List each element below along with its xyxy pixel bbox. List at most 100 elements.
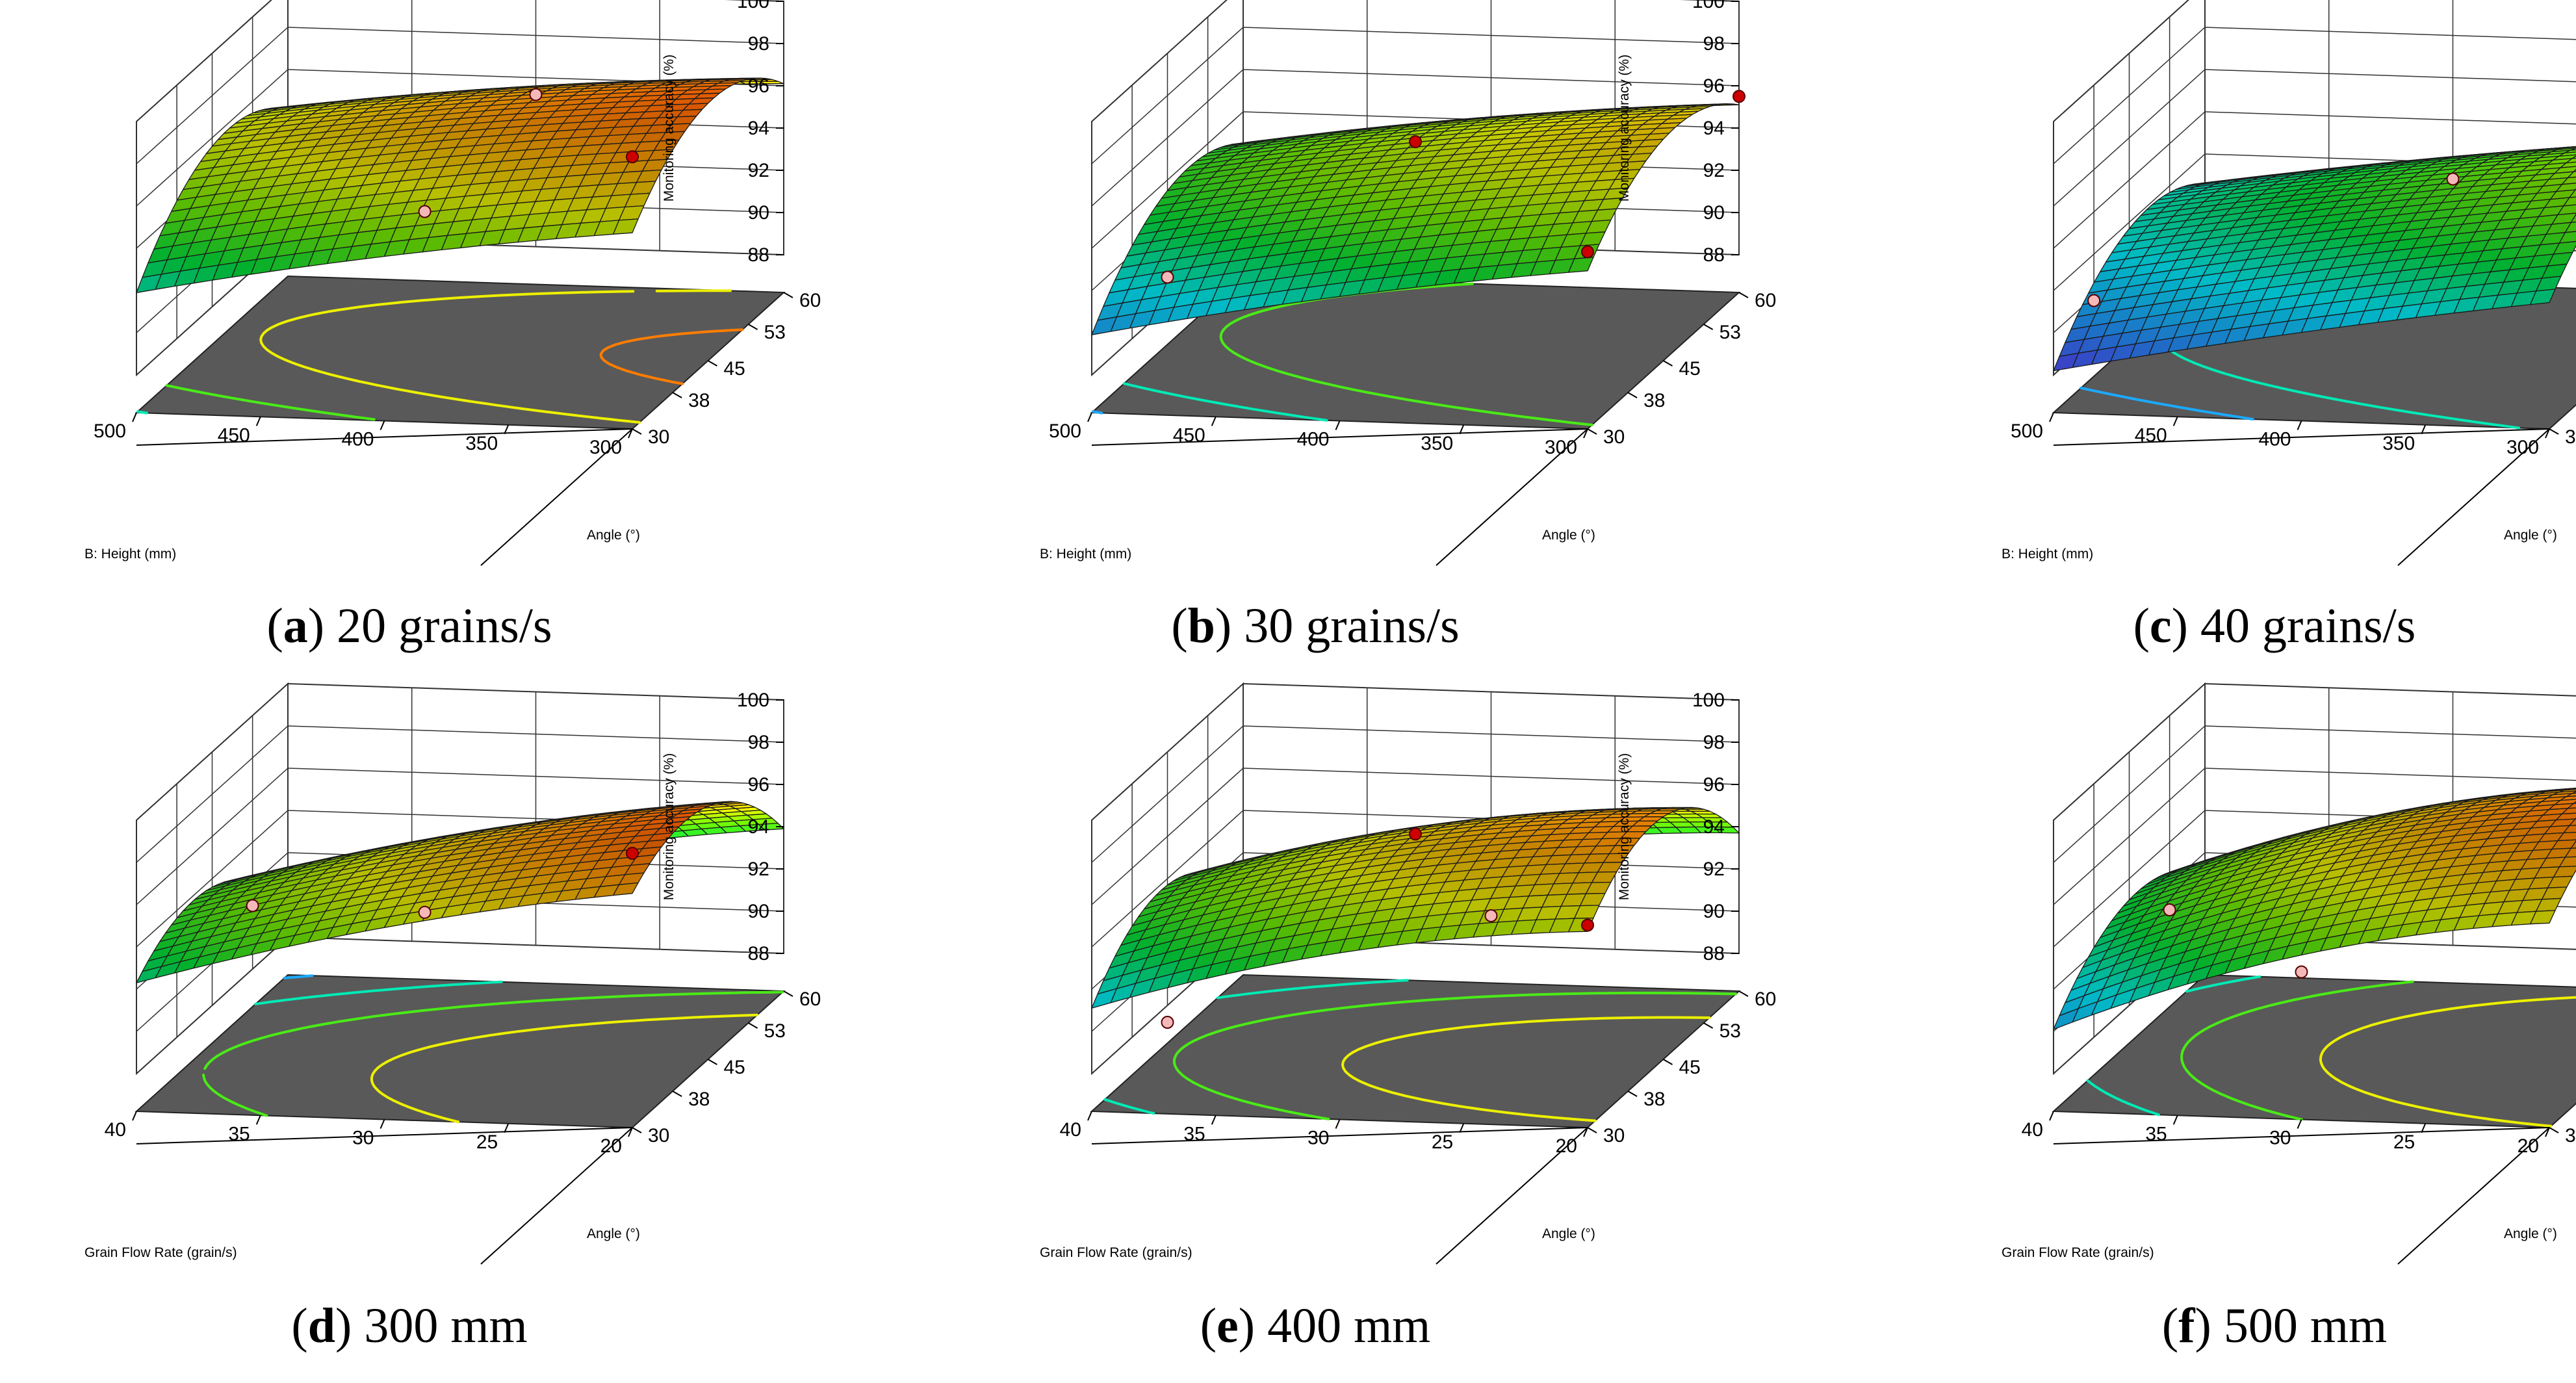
angle-tick-label: 60: [799, 290, 821, 311]
caption-text: 20 grains/s: [324, 599, 552, 653]
angle-tick-label: 45: [724, 1057, 745, 1078]
caption-letter: a: [283, 599, 308, 653]
wall-grid-line: [136, 0, 784, 122]
x-tick-mark: [255, 416, 261, 426]
caption-text: 40 grains/s: [2188, 599, 2415, 653]
contour-line: [599, 328, 744, 385]
angle-axis-title: Angle (°): [1542, 528, 1595, 543]
floor: [135, 974, 786, 1129]
design-point: [1484, 909, 1498, 922]
panel-caption: (f) 500 mm: [2162, 1299, 2387, 1353]
caption-letter: f: [2178, 1299, 2196, 1353]
angle-tick-mark: [1627, 392, 1638, 398]
x-tick-mark: [1087, 412, 1092, 422]
z-tick-label: 98: [748, 732, 769, 753]
angle-tick-mark: [1703, 1022, 1714, 1029]
z-tick-label: 88: [1703, 943, 1725, 964]
x-tick-label: 300: [2506, 437, 2539, 458]
surface: [1091, 103, 1740, 335]
angle-tick-label: 30: [1603, 1125, 1625, 1146]
angle-tick-mark: [1587, 428, 1597, 435]
x-axis-line: [136, 1127, 633, 1144]
z-tick-label: 100: [1692, 0, 1725, 12]
x-tick-label: 300: [589, 437, 622, 458]
x-tick-label: 35: [1183, 1123, 1205, 1144]
x-tick-label: 30: [352, 1128, 374, 1149]
angle-tick-mark: [2549, 1127, 2559, 1133]
x-axis-title: B: Height (mm): [84, 547, 176, 562]
angle-tick-label: 38: [1643, 1089, 1665, 1110]
z-tick-label: 88: [748, 244, 769, 266]
angle-axis-line: [480, 1127, 633, 1265]
z-tick-label: 100: [1692, 690, 1725, 711]
design-point: [1581, 245, 1594, 259]
angle-tick-mark: [1663, 360, 1673, 367]
contour-floor: [135, 974, 786, 1129]
angle-tick-mark: [632, 1127, 642, 1133]
x-tick-mark: [132, 412, 137, 422]
z-tick-label: 90: [748, 901, 769, 922]
angle-tick-label: 60: [1755, 989, 1776, 1010]
z-tick-label: 94: [748, 118, 769, 139]
design-point: [2163, 903, 2176, 916]
angle-tick-mark: [1703, 324, 1714, 330]
angle-tick-mark: [1587, 1127, 1597, 1133]
wall-grid-line: [1091, 0, 1740, 122]
z-tick-label: 90: [1703, 202, 1725, 224]
x-tick-mark: [628, 428, 633, 439]
angle-tick-label: 30: [648, 426, 669, 448]
design-point: [418, 905, 431, 919]
design-point: [2295, 965, 2308, 979]
angle-tick-label: 53: [1719, 322, 1741, 343]
angle-axis-title: Angle (°): [1542, 1226, 1595, 1241]
z-tick-label: 98: [1703, 33, 1725, 55]
angle-tick-label: 60: [1755, 290, 1776, 311]
x-tick-label: 30: [2269, 1128, 2291, 1149]
caption-close-paren: ): [335, 1299, 352, 1353]
contour-floor: [135, 275, 786, 430]
chart-panel-a: 88 90 92 94 96 98 100 Monitoring accuracy (%) 30…: [84, 0, 821, 653]
panel-caption: (a) 20 grains/s: [266, 599, 552, 653]
caption-close-paren: ): [2172, 599, 2188, 653]
caption-open-paren: (: [266, 599, 283, 653]
surface-facet: [613, 218, 639, 235]
x-tick-label: 400: [1296, 429, 1329, 450]
caption-open-paren: (: [1171, 599, 1187, 653]
angle-tick-mark: [1738, 292, 1749, 298]
z-tick-label: 92: [1703, 160, 1725, 181]
panel-caption: (d) 300 mm: [291, 1299, 527, 1353]
x-tick-mark: [380, 420, 385, 430]
x-tick-label: 30: [1307, 1128, 1329, 1149]
z-axis-title: Monitoring accuracy (%): [1617, 55, 1632, 201]
angle-tick-mark: [783, 292, 793, 298]
z-tick-label: 92: [748, 160, 769, 181]
caption-letter: b: [1188, 599, 1215, 653]
contour-line: [165, 384, 376, 421]
z-tick-label: 92: [748, 859, 769, 880]
caption-close-paren: ): [1215, 599, 1231, 653]
x-axis-line: [1091, 428, 1588, 446]
x-tick-mark: [1087, 1111, 1092, 1121]
z-tick-label: 96: [748, 774, 769, 795]
x-tick-label: 40: [1060, 1119, 1081, 1141]
angle-axis-line: [2397, 1127, 2550, 1265]
angle-tick-label: 45: [724, 358, 745, 380]
angle-tick-label: 45: [1679, 358, 1701, 380]
x-tick-label: 350: [465, 433, 498, 454]
angle-tick-mark: [1663, 1059, 1673, 1065]
angle-axis-title: Angle (°): [2504, 1226, 2557, 1241]
panel-caption: (c) 40 grains/s: [2133, 599, 2416, 653]
angle-tick-mark: [708, 1059, 717, 1065]
x-tick-mark: [2049, 1111, 2054, 1121]
panel-caption: (e) 400 mm: [1200, 1299, 1431, 1353]
angle-tick-mark: [1738, 990, 1749, 997]
z-tick-label: 96: [748, 75, 769, 97]
design-point: [626, 150, 639, 164]
angle-tick-label: 30: [648, 1125, 669, 1146]
contour-line: [136, 410, 148, 415]
angle-tick-label: 38: [1643, 390, 1665, 411]
x-tick-label: 500: [2011, 420, 2043, 442]
x-tick-label: 400: [341, 429, 374, 450]
